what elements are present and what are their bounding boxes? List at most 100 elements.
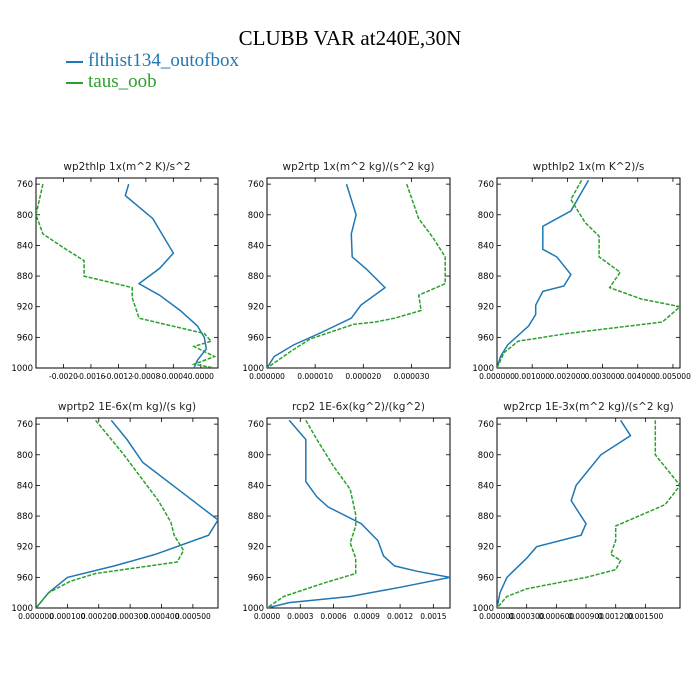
x-tick-label: 0.0000 bbox=[254, 612, 280, 621]
y-tick-label: 840 bbox=[248, 241, 264, 251]
series-line-flthist134 bbox=[267, 419, 450, 608]
y-tick-label: 880 bbox=[478, 272, 494, 282]
x-tick-label: 0.000000 bbox=[18, 612, 54, 621]
y-tick-label: 760 bbox=[478, 420, 494, 430]
plot-frame bbox=[496, 417, 681, 609]
y-tick-label: 920 bbox=[17, 303, 33, 313]
y-tick-label: 880 bbox=[478, 512, 494, 522]
y-tick-label: 920 bbox=[248, 543, 264, 553]
y-tick-label: 960 bbox=[17, 333, 33, 343]
y-tick-label: 760 bbox=[17, 180, 33, 190]
x-tick-label: -0.0004 bbox=[159, 372, 188, 381]
x-tick-label: 0.000000 bbox=[479, 612, 515, 621]
y-tick-label: 1000 bbox=[472, 604, 494, 614]
x-tick-label: 0.0003 bbox=[287, 612, 313, 621]
series-line-taus-oob bbox=[267, 183, 446, 368]
chart-panel: wprtp2 1E-6x(m kg)/(s kg) 760 800 840 880 920… bbox=[11, 401, 219, 621]
y-tick-label: 800 bbox=[478, 211, 494, 221]
x-tick-label: 0.000200 bbox=[81, 612, 117, 621]
chart-title: wp2rtp 1x(m^2 kg)/(s^2 kg) bbox=[282, 161, 434, 173]
series-line-taus-oob bbox=[36, 419, 185, 608]
y-tick-label: 1000 bbox=[472, 364, 494, 374]
legend-entry: flthist134_outofbox bbox=[66, 50, 239, 72]
x-tick-label: 0.002000 bbox=[549, 372, 585, 381]
y-tick-label: 760 bbox=[478, 180, 494, 190]
y-tick-label: 760 bbox=[248, 420, 264, 430]
series-line-taus-oob bbox=[267, 419, 357, 608]
x-tick-label: 0.001000 bbox=[514, 372, 550, 381]
y-tick-label: 960 bbox=[478, 573, 494, 583]
plot-frame bbox=[266, 177, 451, 369]
x-tick-label: 0.000000 bbox=[479, 372, 515, 381]
y-tick-label: 1000 bbox=[11, 364, 33, 374]
figure-title: CLUBB VAR at240E,30N bbox=[238, 26, 462, 50]
series-line-flthist134 bbox=[267, 183, 387, 368]
x-tick-label: 0.001500 bbox=[627, 612, 663, 621]
x-tick-label: 0.000300 bbox=[509, 612, 545, 621]
y-tick-label: 1000 bbox=[242, 364, 264, 374]
y-tick-label: 920 bbox=[478, 543, 494, 553]
series-line-flthist134 bbox=[497, 419, 632, 608]
chart-panel: wp2thlp 1x(m^2 K)/s^2 760 800 840 880 920 960 1… bbox=[11, 161, 219, 381]
y-tick-label: 920 bbox=[17, 543, 33, 553]
x-tick-label: 0.0012 bbox=[387, 612, 413, 621]
x-tick-label: 0.000600 bbox=[538, 612, 574, 621]
x-tick-label: 0.004000 bbox=[620, 372, 656, 381]
y-tick-label: 800 bbox=[17, 211, 33, 221]
y-tick-label: 800 bbox=[478, 451, 494, 461]
y-tick-label: 960 bbox=[478, 333, 494, 343]
x-tick-label: 0.000100 bbox=[49, 612, 85, 621]
x-tick-label: 0.0000 bbox=[188, 372, 214, 381]
y-tick-label: 920 bbox=[248, 303, 264, 313]
x-tick-label: 0.0015 bbox=[420, 612, 446, 621]
x-tick-label: -0.0008 bbox=[131, 372, 160, 381]
chart-title: wpthlp2 1x(m K^2)/s bbox=[533, 161, 645, 173]
y-tick-label: 840 bbox=[17, 241, 33, 251]
chart-panel: wpthlp2 1x(m K^2)/s 760 800 840 880 920 960 100… bbox=[472, 161, 691, 381]
y-tick-label: 800 bbox=[17, 451, 33, 461]
y-tick-label: 840 bbox=[478, 481, 494, 491]
x-tick-label: 0.005000 bbox=[655, 372, 691, 381]
x-tick-label: 0.000010 bbox=[297, 372, 333, 381]
legend-label: flthist134_outofbox bbox=[88, 50, 239, 71]
y-tick-label: 840 bbox=[17, 481, 33, 491]
x-tick-label: 0.003000 bbox=[585, 372, 621, 381]
x-tick-label: -0.0016 bbox=[76, 372, 105, 381]
legend-label: taus_oob bbox=[88, 71, 157, 92]
x-tick-label: 0.001200 bbox=[598, 612, 634, 621]
y-tick-label: 960 bbox=[248, 333, 264, 343]
plot-frame bbox=[35, 177, 219, 369]
x-tick-label: 0.000000 bbox=[249, 372, 285, 381]
x-tick-label: 0.000900 bbox=[568, 612, 604, 621]
series-line-flthist134 bbox=[36, 419, 218, 608]
y-tick-label: 760 bbox=[17, 420, 33, 430]
y-tick-label: 880 bbox=[248, 272, 264, 282]
plot-frame bbox=[35, 417, 219, 609]
chart-title: rcp2 1E-6x(kg^2)/(kg^2) bbox=[292, 401, 425, 413]
chart-panel: wp2rtp 1x(m^2 kg)/(s^2 kg) 760 800 840 880 92… bbox=[242, 161, 451, 381]
legend-line-swatch bbox=[66, 60, 83, 63]
y-tick-label: 760 bbox=[248, 180, 264, 190]
legend-line-swatch bbox=[66, 81, 83, 84]
plot-frame bbox=[496, 177, 681, 369]
chart-title: wp2thlp 1x(m^2 K)/s^2 bbox=[63, 161, 190, 173]
y-tick-label: 960 bbox=[248, 573, 264, 583]
series-line-taus-oob bbox=[36, 183, 217, 368]
x-tick-label: 0.000020 bbox=[345, 372, 381, 381]
chart-panel: rcp2 1E-6x(kg^2)/(kg^2) 760 800 840 880 920 96… bbox=[242, 401, 451, 621]
y-tick-label: 840 bbox=[248, 481, 264, 491]
y-tick-label: 960 bbox=[17, 573, 33, 583]
chart-title: wprtp2 1E-6x(m kg)/(s kg) bbox=[58, 401, 196, 413]
x-tick-label: 0.000300 bbox=[112, 612, 148, 621]
x-tick-label: -0.0020 bbox=[49, 372, 78, 381]
x-tick-label: 0.0006 bbox=[320, 612, 346, 621]
y-tick-label: 840 bbox=[478, 241, 494, 251]
series-line-taus-oob bbox=[497, 179, 680, 368]
x-tick-label: 0.000400 bbox=[144, 612, 180, 621]
y-tick-label: 800 bbox=[248, 211, 264, 221]
chart-panel: wp2rcp 1E-3x(m^2 kg)/(s^2 kg) 760 800 840 88… bbox=[472, 401, 681, 621]
x-tick-label: 0.000500 bbox=[175, 612, 211, 621]
y-tick-label: 880 bbox=[17, 272, 33, 282]
x-tick-label: 0.0009 bbox=[354, 612, 380, 621]
